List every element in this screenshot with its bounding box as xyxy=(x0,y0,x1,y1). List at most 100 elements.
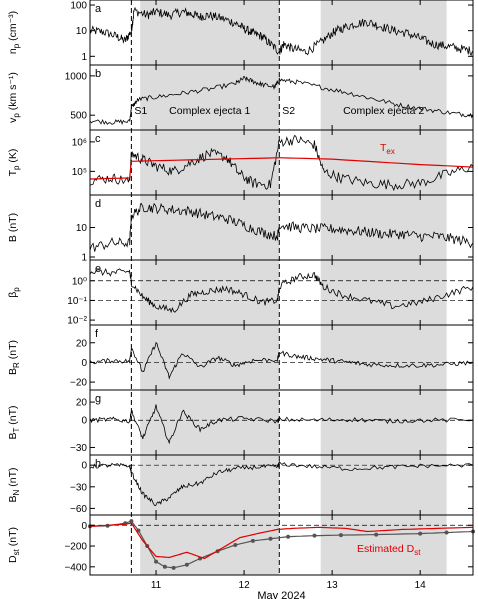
y-tick-label: 10⁶ xyxy=(72,137,87,148)
y-tick-label: 1 xyxy=(81,253,87,264)
series-line-beta-p xyxy=(89,268,474,314)
data-point xyxy=(162,564,167,569)
data-point xyxy=(444,530,449,535)
y-axis-label-subscript: N xyxy=(12,489,21,495)
y-axis-label-subscript: R xyxy=(12,362,21,368)
y-tick-label: 1 xyxy=(81,52,87,63)
y-axis-label-main: n xyxy=(7,48,19,54)
series-annotation: Estimated Dst xyxy=(357,543,421,557)
series-line-estimated-dst xyxy=(89,522,474,560)
panel-frame xyxy=(89,514,474,576)
y-tick-label: 10 xyxy=(76,26,88,37)
y-tick-label: −20 xyxy=(70,378,87,389)
y-axis-label-unit: (nT) xyxy=(7,340,19,362)
panel-letter: b xyxy=(95,68,101,80)
y-tick-label: −30 xyxy=(70,443,87,454)
panel-letter: g xyxy=(95,393,101,405)
series-line-v-p xyxy=(89,75,474,125)
y-axis-label-subscript: p xyxy=(12,165,21,170)
y-tick-label: 20 xyxy=(76,338,88,349)
y-tick-label: −30 xyxy=(70,482,87,493)
y-axis-label-subscript: p xyxy=(12,43,21,48)
data-point xyxy=(286,534,291,539)
ejecta-region-2 xyxy=(320,0,447,575)
data-point xyxy=(338,533,343,538)
panel-letter: f xyxy=(95,328,99,340)
series-line-b-r xyxy=(89,341,474,380)
y-axis-label: Tp (K) xyxy=(7,149,21,177)
data-point xyxy=(418,531,423,536)
y-axis-label-main: T xyxy=(7,169,19,176)
data-point xyxy=(374,532,379,537)
y-axis-label: Dst (nT) xyxy=(7,527,21,563)
data-point xyxy=(312,533,317,538)
y-tick-label: 10⁰ xyxy=(72,276,87,287)
x-tick-label: 11 xyxy=(151,580,162,591)
x-tick-label: 14 xyxy=(415,580,427,591)
series-line-b-t xyxy=(89,404,474,445)
series-line-t-ex xyxy=(89,157,474,180)
data-point xyxy=(233,543,238,547)
y-axis-label-subscript: p xyxy=(12,287,21,292)
series-line-n-p xyxy=(89,6,474,57)
annotation-subscript: st xyxy=(414,548,421,557)
y-axis-label-main: B xyxy=(7,495,19,502)
annotation-subscript: ex xyxy=(386,147,394,156)
y-axis-label-unit: (km s⁻¹) xyxy=(7,72,19,113)
y-tick-label: 10 xyxy=(76,223,88,234)
data-point xyxy=(154,559,159,564)
panel-letter: h xyxy=(95,458,101,470)
data-point xyxy=(250,538,255,543)
y-axis-label-subscript: st xyxy=(12,548,21,555)
y-axis-label-unit: (nT) xyxy=(7,405,19,427)
y-axis-label-main: B xyxy=(7,368,19,375)
y-axis-label-main: β xyxy=(7,292,19,298)
y-axis-label: BT (nT) xyxy=(7,405,21,439)
y-axis-label-unit: (nT) xyxy=(7,468,19,490)
y-tick-label: 500 xyxy=(70,111,87,122)
ejecta-region-1 xyxy=(140,0,280,575)
y-axis-label: np (cm⁻³) xyxy=(7,11,21,54)
shock-label: S2 xyxy=(282,105,295,117)
y-tick-label: 10⁵ xyxy=(72,167,87,178)
panel-letter: e xyxy=(95,263,101,275)
y-tick-label: 10⁻¹ xyxy=(67,296,87,307)
series-line-dst-observed xyxy=(89,520,474,569)
data-point xyxy=(129,519,134,524)
x-tick-label: 12 xyxy=(239,580,251,591)
annotation-main: T xyxy=(380,142,387,154)
y-axis-label: βp xyxy=(7,287,21,298)
series-line-b xyxy=(89,202,474,252)
y-axis-label-main: v xyxy=(7,117,19,123)
shock-label: S1 xyxy=(134,105,147,117)
y-axis-label-unit: (cm⁻³) xyxy=(7,11,19,44)
y-axis-label-subscript: p xyxy=(12,113,21,118)
ejecta-label: Complex ejecta 2 xyxy=(343,105,424,117)
y-axis-label-subscript: T xyxy=(12,428,21,433)
y-tick-label: 1000 xyxy=(65,71,88,82)
y-axis-label-main: B xyxy=(7,433,19,440)
y-tick-label: 0 xyxy=(81,416,87,427)
x-axis-label: May 2024 xyxy=(257,590,305,599)
y-tick-label: −200 xyxy=(64,542,87,553)
y-tick-label: −60 xyxy=(70,504,87,515)
y-tick-label: 0 xyxy=(81,461,87,472)
y-axis-label: BR (nT) xyxy=(7,340,21,375)
annotation-main: Estimated D xyxy=(357,543,415,555)
y-tick-label: 100 xyxy=(70,1,87,12)
y-axis-label-main: D xyxy=(7,555,19,563)
series-annotation: Tex xyxy=(380,142,395,156)
y-axis-label-unit: (nT) xyxy=(7,527,19,549)
y-tick-label: 20 xyxy=(76,398,88,409)
ejecta-label: Complex ejecta 1 xyxy=(169,105,250,117)
y-axis-label: BN (nT) xyxy=(7,468,21,503)
y-tick-label: 0 xyxy=(81,358,87,369)
panel-letter: d xyxy=(95,198,101,210)
data-point xyxy=(268,536,273,541)
series-line-b-n xyxy=(89,460,474,507)
y-axis-label: B (nT) xyxy=(7,213,19,242)
y-axis-label-main: B xyxy=(7,235,19,242)
